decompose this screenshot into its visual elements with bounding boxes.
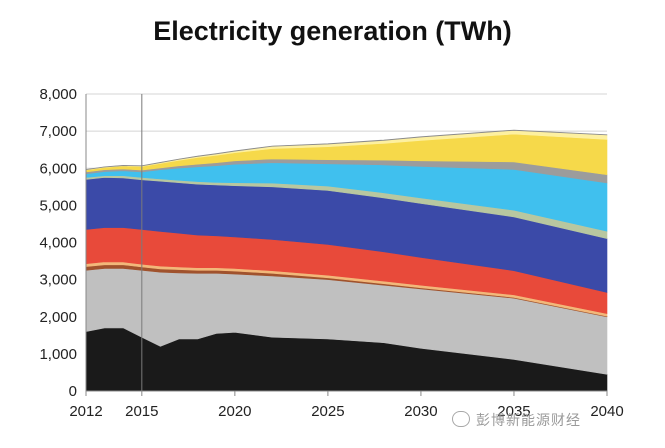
y-tick-label: 4,000 — [39, 235, 77, 252]
y-tick-label: 2,000 — [39, 309, 77, 326]
y-tick-label: 3,000 — [39, 272, 77, 289]
x-tick-label: 2012 — [69, 403, 102, 420]
y-tick-label: 8,000 — [39, 86, 77, 103]
x-tick-label: 2030 — [404, 403, 437, 420]
watermark: 彭博新能源财经 — [452, 410, 581, 430]
y-tick-label: 5,000 — [39, 197, 77, 214]
x-tick-label: 2015 — [125, 403, 158, 420]
y-tick-label: 0 — [69, 383, 77, 400]
y-tick-label: 1,000 — [39, 346, 77, 363]
x-tick-label: 2040 — [590, 403, 623, 420]
x-tick-label: 2035 — [497, 403, 530, 420]
x-tick-label: 2020 — [218, 403, 251, 420]
series-area-12 — [85, 129, 608, 170]
y-tick-label: 6,000 — [39, 160, 77, 177]
chart-title: Electricity generation (TWh) — [153, 16, 512, 46]
x-tick-label: 2025 — [311, 403, 344, 420]
wechat-icon — [452, 411, 470, 427]
watermark-text: 彭博新能源财经 — [476, 413, 581, 429]
y-tick-label: 7,000 — [39, 123, 77, 140]
